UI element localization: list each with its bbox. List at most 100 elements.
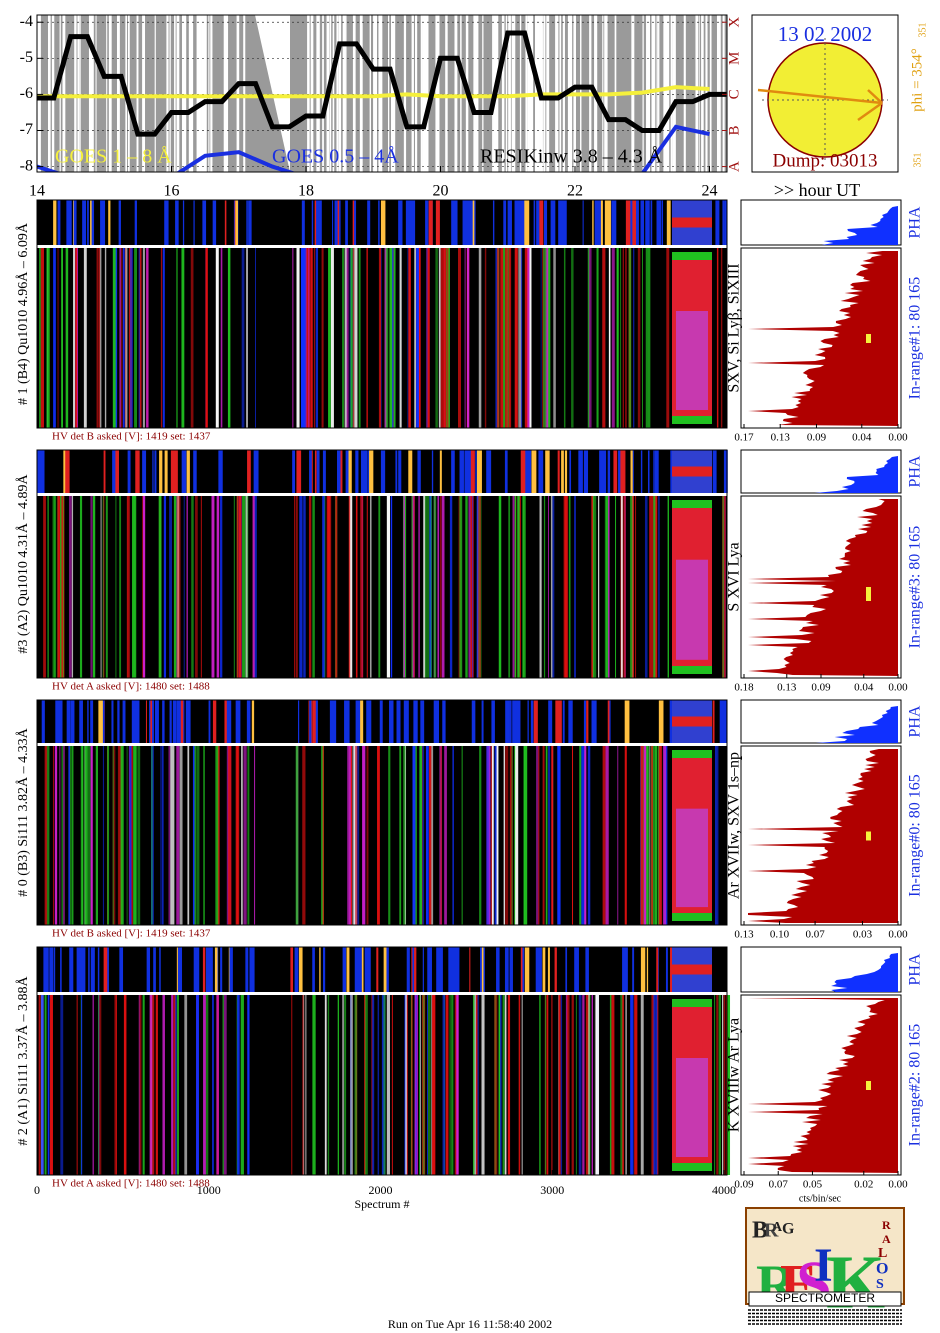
spectrogram-stripe	[520, 248, 523, 428]
spectrogram-stripe	[445, 995, 449, 1175]
strip-stripe	[117, 700, 120, 743]
strip-stripe	[404, 700, 409, 743]
spectrogram-stripe	[237, 995, 240, 1175]
strip-stripe	[516, 700, 521, 743]
gap-stripe	[505, 15, 508, 172]
strip-stripe	[645, 200, 650, 245]
spectrogram-stripe	[575, 995, 577, 1175]
spectrogram-stripe	[219, 496, 223, 678]
strip-stripe	[381, 450, 383, 493]
spectrogram-stripe	[517, 496, 520, 678]
spectrogram-stripe	[226, 746, 229, 925]
spectrogram-stripe	[354, 995, 358, 1175]
spectrogram-stripe	[115, 995, 117, 1175]
y2-tick-label: M	[726, 52, 742, 65]
spectrogram-stripe	[587, 248, 590, 428]
gap-stripe	[307, 15, 310, 172]
strip-stripe	[214, 947, 218, 992]
spectrogram-stripe	[408, 248, 411, 428]
strip-stripe	[67, 200, 72, 245]
strip-stripe	[457, 947, 460, 992]
strip-stripe	[224, 200, 227, 245]
strip-stripe	[428, 200, 433, 245]
strip-stripe	[315, 700, 318, 743]
hist	[748, 998, 898, 1173]
spectrogram-stripe	[222, 995, 224, 1175]
strip-stripe	[227, 700, 231, 743]
spectrogram-stripe	[324, 496, 326, 678]
strip-stripe	[229, 947, 233, 992]
strip-stripe	[49, 947, 54, 992]
spectrogram-stripe	[378, 248, 380, 428]
spectrogram-stripe	[366, 746, 369, 925]
strip-stripe	[97, 947, 100, 992]
spectrogram-stripe	[162, 995, 165, 1175]
strip-stripe	[108, 200, 111, 245]
spectrogram-stripe	[158, 496, 162, 678]
strip-stripe	[556, 700, 562, 743]
strip-stripe	[385, 947, 389, 992]
spectrogram-edge	[672, 500, 712, 508]
spectrogram-stripe	[588, 995, 590, 1175]
strip-stripe	[337, 450, 341, 493]
spectrogram-stripe	[90, 746, 93, 925]
spectrogram-stripe	[399, 248, 402, 428]
goes-frame	[36, 14, 728, 173]
spectrogram-stripe	[557, 746, 561, 925]
y-tick-label: -8	[20, 157, 33, 174]
gap-stripe	[190, 15, 194, 172]
strip-stripe	[558, 200, 563, 245]
spectrogram-stripe	[608, 248, 611, 428]
strip-stripe	[115, 450, 119, 493]
spectrogram-stripe	[227, 248, 231, 428]
strip-stripe	[135, 450, 140, 493]
strip-stripe	[380, 450, 386, 493]
strip-stripe	[361, 947, 364, 992]
strip-stripe	[405, 200, 410, 245]
hist-tick-label: 0.18	[734, 682, 754, 694]
spectrogram-stripe	[241, 248, 245, 428]
gap-stripe	[310, 15, 313, 172]
spectrogram-stripe	[196, 995, 200, 1175]
logo-letter: S	[796, 1248, 832, 1319]
strip-stripe	[481, 947, 484, 992]
inrange-label: In-range#0: 80 165	[907, 774, 924, 897]
spectrogram-stripe	[350, 248, 353, 428]
strip-stripe	[574, 947, 579, 992]
strip-stripe	[425, 200, 428, 245]
strip-stripe	[90, 947, 95, 992]
spectrogram-stripe	[126, 746, 128, 925]
spectrogram-stripe	[303, 496, 306, 678]
hv-label: HV det B asked [V]: 1419 set: 1437	[52, 928, 211, 940]
spectrogram-stripe	[312, 496, 315, 678]
strip-stripe	[359, 700, 364, 743]
legend-entry: GOES 0.5 – 4Å	[272, 146, 399, 168]
spectrogram-stripe	[522, 496, 525, 678]
spectrogram-stripe	[386, 496, 390, 678]
spectrogram-stripe	[346, 248, 349, 428]
spectrogram-stripe	[435, 248, 438, 428]
strip-stripe	[345, 700, 350, 743]
spectrogram-stripe	[726, 995, 731, 1175]
gap-stripe	[208, 15, 210, 172]
strip-stripe	[507, 200, 512, 245]
spectrogram-stripe	[598, 496, 600, 678]
spectrogram-stripe	[383, 995, 386, 1175]
spectrogram-stripe	[478, 248, 482, 428]
strip-stripe	[607, 700, 610, 743]
strip-stripe	[510, 700, 512, 743]
y-tick-label: -7	[20, 121, 33, 138]
spectrogram-stripe	[112, 746, 116, 925]
strip-stripe	[527, 450, 532, 493]
strip-stripe	[344, 700, 347, 743]
spectrogram-stripe	[344, 248, 348, 428]
goes-lines	[37, 30, 727, 172]
spectrogram-stripe	[611, 248, 615, 428]
logo-letter: O	[876, 1261, 888, 1278]
strip-stripe	[235, 200, 239, 245]
spectrogram-stripe	[542, 746, 545, 925]
spectrogram-stripe	[105, 496, 108, 678]
spectrogram-stripe	[294, 496, 296, 678]
spectrogram-edge	[672, 666, 712, 674]
strip-stripe	[174, 450, 178, 493]
